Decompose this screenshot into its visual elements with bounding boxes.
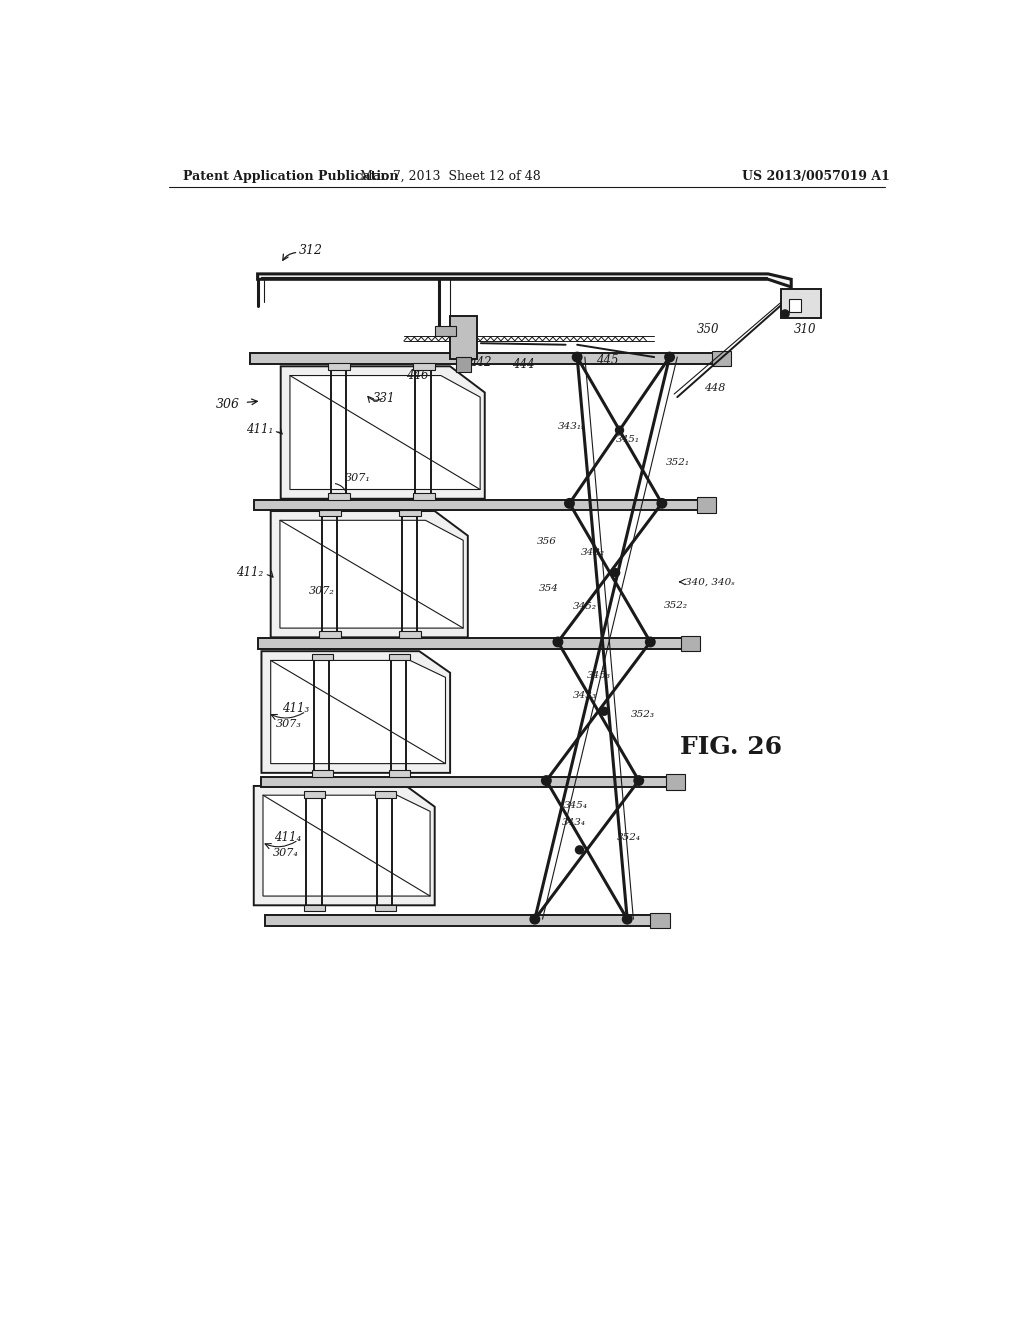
Polygon shape — [281, 367, 484, 499]
Text: 345₄: 345₄ — [564, 801, 588, 809]
Text: 307₂: 307₂ — [309, 586, 335, 597]
Bar — [319, 510, 341, 516]
Text: US 2013/0057019 A1: US 2013/0057019 A1 — [742, 169, 890, 182]
Text: 343₃: 343₃ — [573, 692, 597, 701]
Text: 352₃: 352₃ — [631, 710, 655, 719]
Bar — [413, 492, 435, 499]
Circle shape — [565, 499, 574, 508]
Bar — [413, 363, 435, 370]
Text: Mar. 7, 2013  Sheet 12 of 48: Mar. 7, 2013 Sheet 12 of 48 — [359, 169, 541, 182]
Bar — [435, 326, 457, 335]
Circle shape — [634, 776, 643, 785]
Bar — [311, 653, 333, 660]
Text: FIG. 26: FIG. 26 — [680, 735, 782, 759]
Text: 331: 331 — [373, 392, 395, 405]
Bar — [788, 300, 801, 312]
Text: 356: 356 — [538, 537, 557, 546]
Bar — [261, 776, 670, 788]
Circle shape — [553, 638, 562, 647]
Bar — [265, 915, 654, 927]
Text: 343₁ₛ: 343₁ₛ — [558, 422, 586, 430]
Circle shape — [646, 638, 655, 647]
Text: 350: 350 — [696, 323, 719, 335]
Text: 343₄: 343₄ — [562, 817, 586, 826]
Bar — [311, 770, 333, 776]
Bar — [712, 351, 731, 367]
Circle shape — [615, 426, 624, 434]
Text: 345₃: 345₃ — [587, 672, 610, 680]
Bar — [254, 499, 700, 511]
Text: 345₂: 345₂ — [573, 602, 597, 611]
Bar — [399, 631, 421, 638]
Circle shape — [665, 352, 674, 362]
Bar — [650, 913, 670, 928]
Text: 446: 446 — [407, 370, 429, 381]
Bar — [319, 631, 341, 638]
Text: 411₁: 411₁ — [246, 422, 273, 436]
Bar — [329, 363, 350, 370]
Bar — [666, 775, 685, 789]
Text: 307₁: 307₁ — [345, 473, 371, 483]
Text: 306: 306 — [216, 399, 240, 412]
Circle shape — [611, 569, 620, 577]
Bar — [375, 904, 396, 911]
Polygon shape — [270, 660, 445, 763]
Polygon shape — [258, 275, 792, 286]
Text: 444: 444 — [512, 358, 535, 371]
Text: 352₂: 352₂ — [665, 601, 688, 610]
Bar — [375, 791, 396, 797]
Polygon shape — [254, 785, 435, 906]
Text: 411₃: 411₃ — [282, 702, 309, 715]
Bar — [781, 289, 821, 318]
Polygon shape — [270, 511, 468, 638]
Bar — [304, 904, 326, 911]
Bar — [456, 358, 471, 372]
Text: 310: 310 — [795, 323, 817, 335]
Text: 442: 442 — [469, 356, 492, 370]
Text: 411₂: 411₂ — [237, 566, 264, 579]
Text: 411₄: 411₄ — [274, 832, 301, 843]
Text: 312: 312 — [298, 244, 323, 257]
Polygon shape — [280, 520, 463, 628]
Bar — [451, 317, 477, 359]
Bar — [388, 653, 410, 660]
Bar — [258, 638, 685, 649]
Text: 352₁: 352₁ — [666, 458, 690, 467]
Text: Patent Application Publication: Patent Application Publication — [183, 169, 398, 182]
Bar — [399, 510, 421, 516]
Circle shape — [572, 352, 582, 362]
Text: 448: 448 — [705, 383, 726, 393]
Bar — [250, 354, 716, 364]
Bar — [681, 636, 700, 651]
Circle shape — [542, 776, 551, 785]
Circle shape — [781, 310, 788, 318]
Polygon shape — [261, 651, 451, 774]
Text: 445: 445 — [596, 354, 618, 367]
Text: 354: 354 — [539, 583, 558, 593]
Circle shape — [600, 708, 608, 715]
Circle shape — [623, 915, 632, 924]
Bar — [304, 791, 326, 797]
Text: 343₂: 343₂ — [581, 548, 605, 557]
Text: 340, 340ₛ: 340, 340ₛ — [685, 577, 734, 586]
Polygon shape — [263, 795, 430, 896]
Bar — [696, 498, 716, 512]
Text: 307₃: 307₃ — [275, 719, 301, 730]
Text: 345₁: 345₁ — [615, 436, 640, 444]
Circle shape — [657, 499, 667, 508]
Polygon shape — [290, 376, 480, 490]
Text: 352₄: 352₄ — [617, 833, 641, 842]
Text: 307₄: 307₄ — [272, 847, 298, 858]
Bar — [388, 770, 410, 776]
Bar — [329, 492, 350, 499]
Circle shape — [575, 846, 584, 854]
Circle shape — [530, 915, 540, 924]
